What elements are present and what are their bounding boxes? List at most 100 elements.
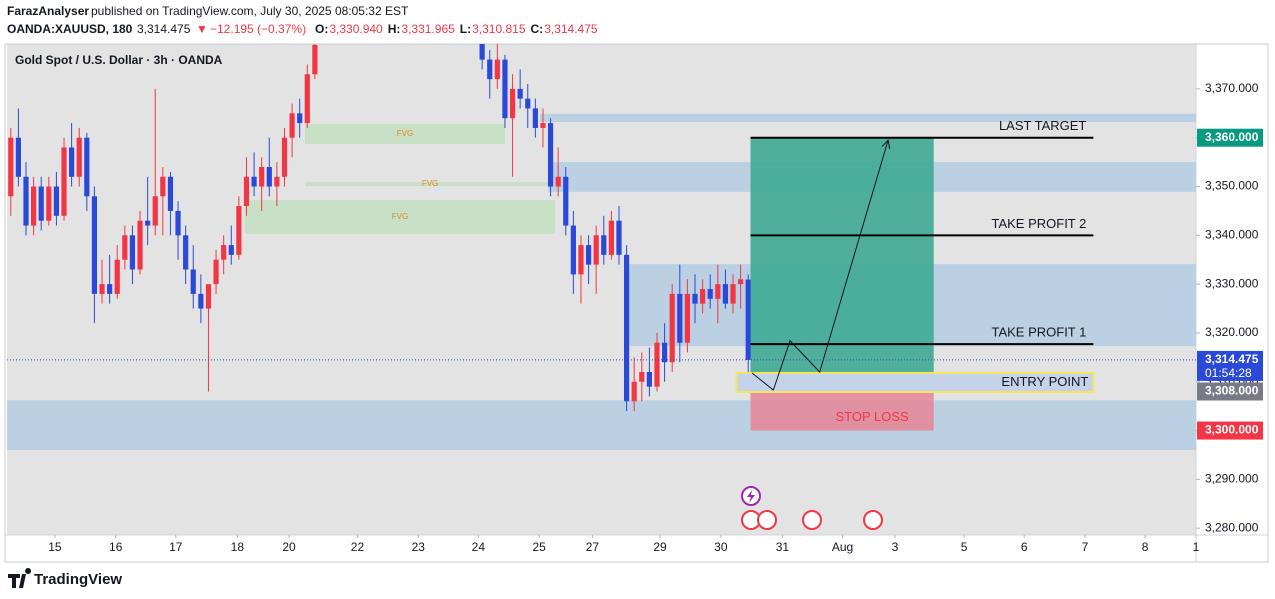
candle-body bbox=[623, 254, 630, 402]
candle-body bbox=[494, 59, 500, 80]
candle-body bbox=[243, 176, 250, 207]
x-tick-label: 24 bbox=[472, 540, 486, 554]
projection-path bbox=[751, 140, 888, 391]
ohlc-key: O: bbox=[315, 22, 328, 36]
level-label: TAKE PROFIT 2 bbox=[991, 216, 1086, 231]
candle-body bbox=[601, 235, 607, 255]
candle-body bbox=[228, 245, 234, 255]
candle-body bbox=[129, 235, 136, 270]
fvg-zone bbox=[305, 182, 556, 187]
event-icon-glyph bbox=[747, 490, 755, 503]
candle-body bbox=[76, 137, 82, 177]
candle-body bbox=[69, 147, 75, 177]
price-tag-countdown: 01:54:28 bbox=[1205, 366, 1252, 380]
candle-body bbox=[152, 196, 158, 226]
y-tick-label: 3,370.000 bbox=[1205, 81, 1259, 95]
event-icons bbox=[741, 486, 883, 530]
candle-body bbox=[631, 381, 637, 402]
candle-body bbox=[738, 279, 744, 285]
y-tick-label: 3,350.000 bbox=[1205, 179, 1259, 193]
fvg-zone bbox=[539, 113, 1196, 123]
x-tick-label: 7 bbox=[1082, 540, 1089, 554]
price-tag-label: 3,314.475 bbox=[1205, 352, 1259, 366]
candle-body bbox=[304, 74, 310, 124]
fvg-zone bbox=[7, 400, 1196, 451]
x-tick-label: 3 bbox=[892, 540, 899, 554]
x-tick-label: 23 bbox=[412, 540, 426, 554]
candle-body bbox=[707, 289, 713, 299]
event-icon[interactable] bbox=[863, 510, 883, 530]
price-tag-label: 3,300.000 bbox=[1205, 423, 1259, 437]
price-tag bbox=[1197, 350, 1263, 381]
candle-body bbox=[251, 176, 257, 187]
event-icon[interactable] bbox=[757, 510, 777, 530]
candle-body bbox=[289, 113, 295, 138]
candle-body bbox=[593, 235, 599, 265]
ohlc-key: H: bbox=[388, 22, 401, 36]
candle-body bbox=[661, 342, 668, 363]
candle-body bbox=[585, 245, 592, 265]
symbol: OANDA:XAUUSD, 180 bbox=[7, 22, 133, 36]
x-tick-label: 1 bbox=[1193, 540, 1200, 554]
candle-body bbox=[692, 293, 698, 304]
target-zone bbox=[750, 137, 934, 392]
candle-body bbox=[107, 284, 113, 294]
candle-body bbox=[578, 245, 584, 275]
ohlc-value: 3,314.475 bbox=[544, 22, 598, 36]
candle-body bbox=[205, 284, 212, 309]
price-tag bbox=[1197, 128, 1263, 147]
ohlc-value: 3,331.965 bbox=[401, 22, 455, 36]
candle-body bbox=[137, 220, 143, 270]
candle-body bbox=[654, 342, 660, 387]
candle-body bbox=[540, 123, 546, 128]
fvg-zone bbox=[244, 200, 556, 234]
candle-body bbox=[525, 98, 531, 109]
candle-body bbox=[502, 59, 508, 119]
price-tag-label: 3,360.000 bbox=[1205, 130, 1259, 144]
brand: TradingView bbox=[34, 571, 122, 588]
y-tick-label: 3,330.000 bbox=[1205, 276, 1259, 290]
candle-body bbox=[236, 206, 242, 255]
candle-body bbox=[259, 166, 265, 187]
candle-body bbox=[145, 220, 151, 226]
candle-body bbox=[91, 196, 98, 294]
price-tag-label: 3,308.000 bbox=[1205, 384, 1259, 398]
candle-body bbox=[509, 88, 516, 119]
candle-body bbox=[479, 44, 485, 60]
candle-body bbox=[84, 137, 90, 197]
candle-body bbox=[8, 137, 14, 197]
candle-body bbox=[646, 371, 652, 387]
candle-body bbox=[221, 245, 227, 260]
fvg-label: FVG bbox=[392, 212, 408, 221]
candle-body bbox=[547, 123, 554, 187]
change-arrow: ▼ bbox=[196, 22, 208, 36]
candle-body bbox=[677, 293, 683, 343]
candle-body bbox=[639, 371, 645, 382]
entry-label: ENTRY POINT bbox=[1001, 374, 1088, 389]
ohlc-key: L: bbox=[460, 22, 471, 36]
candle-body bbox=[312, 44, 318, 75]
candle-body bbox=[61, 147, 67, 216]
last-price: 3,314.475 bbox=[137, 22, 191, 36]
x-tick-label: 8 bbox=[1142, 540, 1149, 554]
candle-body bbox=[99, 284, 105, 294]
candle-body bbox=[53, 186, 60, 216]
fvg-zone bbox=[305, 124, 505, 145]
ohlc: O: 3,330.940 H: 3,331.965 L: 3,310.815 C: 3,314… bbox=[315, 22, 598, 36]
x-tick-label: 18 bbox=[231, 540, 245, 554]
candle-body bbox=[616, 220, 622, 255]
candle-body bbox=[532, 108, 538, 128]
candle-body bbox=[700, 289, 706, 304]
candle-body bbox=[15, 137, 22, 177]
candle-body bbox=[190, 269, 196, 294]
plot: FVG FVG FVG STOP LOSS ENTRY POINT LAST TARGET… bbox=[7, 44, 1196, 451]
candle-body bbox=[684, 293, 691, 343]
candle-body bbox=[517, 88, 523, 99]
event-icon[interactable] bbox=[802, 510, 822, 530]
chart-title: Gold Spot / U.S. Dollar · 3h · OANDA bbox=[15, 53, 223, 67]
x-tick-label: 16 bbox=[109, 540, 123, 554]
candle-body bbox=[745, 279, 751, 360]
entry-box bbox=[735, 371, 1095, 393]
x-tick-label: 29 bbox=[653, 540, 667, 554]
